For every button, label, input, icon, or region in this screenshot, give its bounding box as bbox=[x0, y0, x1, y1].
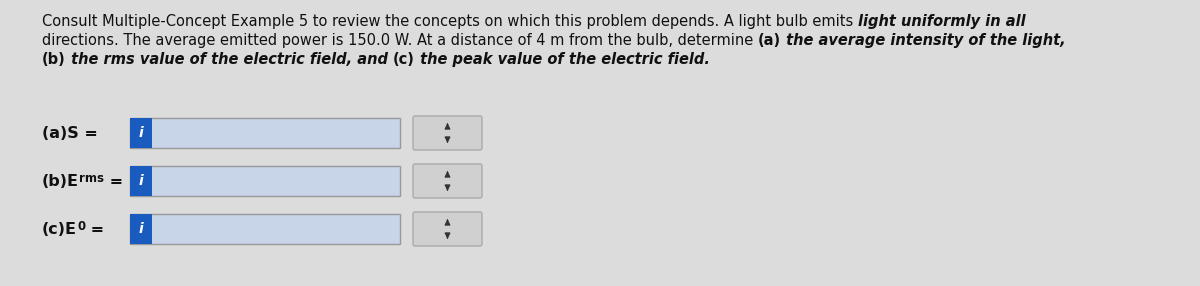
Text: =: = bbox=[104, 174, 128, 188]
Bar bbox=[130, 118, 400, 148]
Text: i: i bbox=[139, 222, 143, 236]
Text: (b): (b) bbox=[42, 52, 66, 67]
Text: =: = bbox=[85, 221, 110, 237]
Text: i: i bbox=[139, 126, 143, 140]
FancyBboxPatch shape bbox=[413, 164, 482, 198]
Text: directions. The average emitted power is 150.0 W. At a distance of 4 m from the : directions. The average emitted power is… bbox=[42, 33, 758, 48]
Text: the rms value of the electric field, and: the rms value of the electric field, and bbox=[66, 52, 392, 67]
Bar bbox=[130, 166, 152, 196]
FancyBboxPatch shape bbox=[413, 116, 482, 150]
Text: rms: rms bbox=[79, 172, 104, 184]
Bar bbox=[130, 118, 152, 148]
Text: Consult Multiple-Concept Example 5 to review the concepts on which this problem : Consult Multiple-Concept Example 5 to re… bbox=[42, 14, 858, 29]
FancyBboxPatch shape bbox=[413, 212, 482, 246]
Text: (c)E: (c)E bbox=[42, 221, 77, 237]
Bar bbox=[130, 214, 400, 244]
Text: 0: 0 bbox=[77, 219, 85, 233]
Text: (a): (a) bbox=[758, 33, 781, 48]
Text: the average intensity of the light,: the average intensity of the light, bbox=[781, 33, 1066, 48]
Text: i: i bbox=[139, 174, 143, 188]
Text: the peak value of the electric field.: the peak value of the electric field. bbox=[415, 52, 709, 67]
Text: (c): (c) bbox=[392, 52, 415, 67]
Text: (a)S =: (a)S = bbox=[42, 126, 103, 140]
Bar bbox=[130, 214, 152, 244]
Text: (b)E: (b)E bbox=[42, 174, 79, 188]
Bar bbox=[130, 166, 400, 196]
Text: light uniformly in all: light uniformly in all bbox=[858, 14, 1026, 29]
